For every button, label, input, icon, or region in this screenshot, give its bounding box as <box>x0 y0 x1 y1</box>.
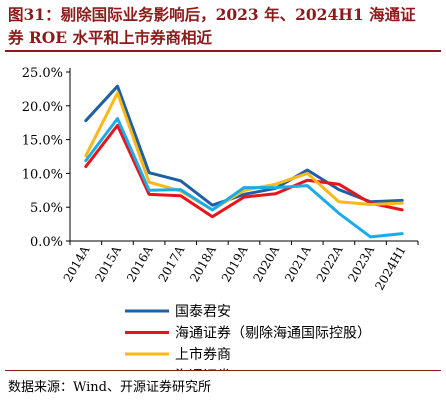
x-tick-label: 2014A <box>61 243 93 284</box>
x-tick-label: 2021A <box>282 243 314 284</box>
y-tick-label: 20.0% <box>22 100 63 115</box>
series-line-1 <box>84 84 404 207</box>
legend-label: 国泰君安 <box>175 304 231 320</box>
y-tick-label: 15.0% <box>22 134 63 149</box>
x-tick-label: 2017A <box>156 243 188 284</box>
chart-axes: 0.0%5.0%10.0%15.0%20.0%25.0%2014A 2015A 20… <box>22 66 419 293</box>
source-divider <box>5 370 441 371</box>
chart-title-line-2: 券 ROE 水平和上市券商相近 <box>8 28 212 47</box>
x-tick-label: 2019A <box>219 243 251 284</box>
line-chart: 0.0%5.0%10.0%15.0%20.0%25.0%2014A 2015A 20… <box>22 66 419 370</box>
legend-label: 海通证券（剔除海通国际控股） <box>175 326 371 342</box>
chart-series <box>84 84 404 239</box>
x-tick-label: 2022A <box>314 243 346 284</box>
x-tick-label: 2018A <box>187 243 219 284</box>
series-line-3 <box>84 91 404 212</box>
legend-label: 海通证券 <box>175 369 231 371</box>
series-line-2 <box>84 123 404 219</box>
x-tick-label: 2020A <box>251 243 283 284</box>
data-source-note: 数据来源：Wind、开源证券研究所 <box>8 380 211 395</box>
x-tick-label: 2024H1 <box>372 244 408 293</box>
chart-title-line-1: 图31：剔除国际业务影响后，2023 年、2024H1 海通证 <box>8 5 416 24</box>
title-divider <box>5 50 441 52</box>
series-line-4 <box>84 117 404 239</box>
chart-title: 图31：剔除国际业务影响后，2023 年、2024H1 海通证 券 ROE 水平… <box>8 3 438 49</box>
y-tick-label: 10.0% <box>22 167 63 182</box>
legend-label: 上市券商 <box>175 346 231 363</box>
y-tick-label: 25.0% <box>22 66 63 81</box>
x-tick-label: 2016A <box>124 243 156 284</box>
y-tick-label: 0.0% <box>30 235 63 250</box>
x-tick-label: 2015A <box>92 243 124 284</box>
x-tick-label: 2023A <box>345 243 377 284</box>
y-tick-label: 5.0% <box>30 201 63 216</box>
